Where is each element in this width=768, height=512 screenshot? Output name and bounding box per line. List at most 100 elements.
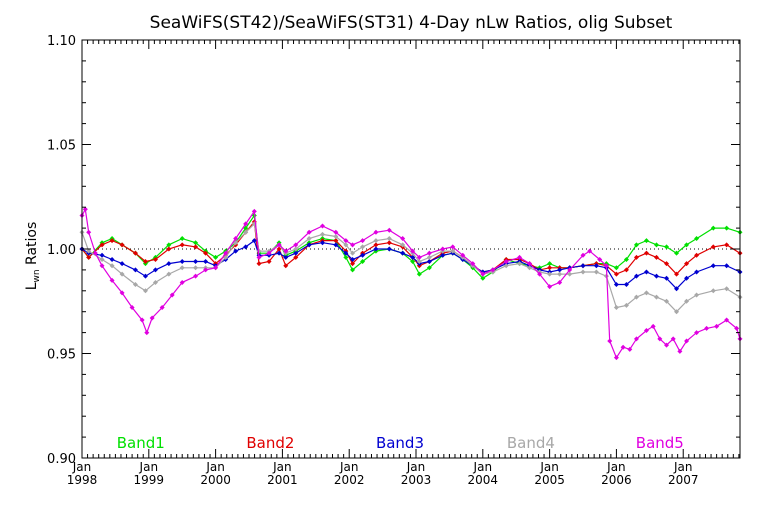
data-point [343, 250, 349, 256]
data-point [684, 275, 690, 281]
data-point [350, 256, 356, 262]
data-point [653, 254, 659, 260]
data-point [684, 338, 690, 344]
data-point [674, 250, 680, 256]
data-point [664, 244, 670, 250]
data-point [580, 263, 586, 269]
data-point [306, 229, 312, 235]
data-point [607, 338, 613, 344]
data-point [233, 248, 239, 254]
data-point [426, 254, 432, 260]
data-point [233, 236, 239, 242]
plot-frame [81, 39, 741, 459]
axes-layer: 0.900.951.001.051.10Jan1998Jan1999Jan200… [47, 34, 740, 487]
x-tick-year-label: 1998 [67, 473, 98, 487]
data-point [86, 254, 92, 260]
data-point [319, 223, 325, 229]
data-point [193, 240, 199, 246]
data-point [664, 342, 670, 348]
data-point [426, 265, 432, 271]
data-point [710, 244, 716, 250]
data-point [119, 290, 125, 296]
data-point [373, 246, 379, 252]
y-tick-label: 1.05 [47, 139, 76, 154]
data-point [179, 259, 185, 265]
data-point [386, 227, 392, 233]
data-point [664, 298, 670, 304]
data-point [350, 267, 356, 273]
x-tick-year-label: 2001 [267, 473, 298, 487]
data-point [684, 261, 690, 267]
data-point [537, 271, 543, 277]
data-point [350, 242, 356, 248]
data-point [547, 261, 553, 267]
series-band5 [79, 206, 743, 361]
data-point [293, 254, 299, 260]
data-point [517, 261, 523, 267]
legend-label-band4: Band4 [507, 434, 555, 452]
data-point [152, 267, 158, 273]
data-point [350, 261, 356, 267]
data-point [243, 229, 249, 235]
data-point [152, 279, 158, 285]
data-point [714, 323, 720, 329]
data-point [633, 273, 639, 279]
data-point [480, 275, 486, 281]
data-point [547, 271, 553, 277]
data-point [266, 259, 272, 265]
data-point [142, 273, 148, 279]
data-point [710, 263, 716, 269]
data-point [213, 265, 219, 271]
data-point [613, 282, 619, 288]
data-point [593, 263, 599, 269]
data-point [460, 252, 466, 258]
x-tick-month-label: Jan [539, 460, 559, 474]
data-point [657, 336, 663, 342]
data-point [416, 259, 422, 265]
data-point [193, 244, 199, 250]
data-point [623, 256, 629, 262]
data-point [677, 348, 683, 354]
data-point [256, 254, 262, 260]
data-point [694, 236, 700, 242]
data-point [633, 294, 639, 300]
data-point [283, 254, 289, 260]
data-point [373, 238, 379, 244]
y-axis-label: Lwn Ratios [24, 222, 42, 291]
data-point [223, 250, 229, 256]
data-point [613, 271, 619, 277]
y-tick-label: 1.10 [47, 34, 76, 49]
data-point [670, 336, 676, 342]
data-point [674, 286, 680, 292]
data-point [386, 236, 392, 242]
data-point [276, 250, 282, 256]
legend-label-band1: Band1 [117, 434, 165, 452]
data-point [694, 269, 700, 275]
data-point [142, 288, 148, 294]
data-point [99, 252, 105, 258]
data-point [386, 246, 392, 252]
data-point [580, 252, 586, 258]
data-point [400, 236, 406, 242]
data-point [233, 240, 239, 246]
data-point [653, 273, 659, 279]
data-point [613, 355, 619, 361]
data-point [166, 246, 172, 252]
data-point [203, 250, 209, 256]
y-axis-label-subscript: wn [32, 269, 42, 282]
x-tick-year-label: 2004 [468, 473, 499, 487]
data-point [440, 252, 446, 258]
legend-label-band5: Band5 [636, 434, 684, 452]
data-point [179, 242, 185, 248]
y-axis-label-main: L [24, 282, 40, 290]
data-point [724, 317, 730, 323]
data-point [109, 238, 115, 244]
data-point [139, 317, 145, 323]
data-point [149, 315, 155, 321]
data-point [243, 244, 249, 250]
data-point [400, 250, 406, 256]
x-tick-month-label: Jan [72, 460, 92, 474]
data-point [293, 242, 299, 248]
data-point [144, 330, 150, 336]
data-point [223, 254, 229, 260]
